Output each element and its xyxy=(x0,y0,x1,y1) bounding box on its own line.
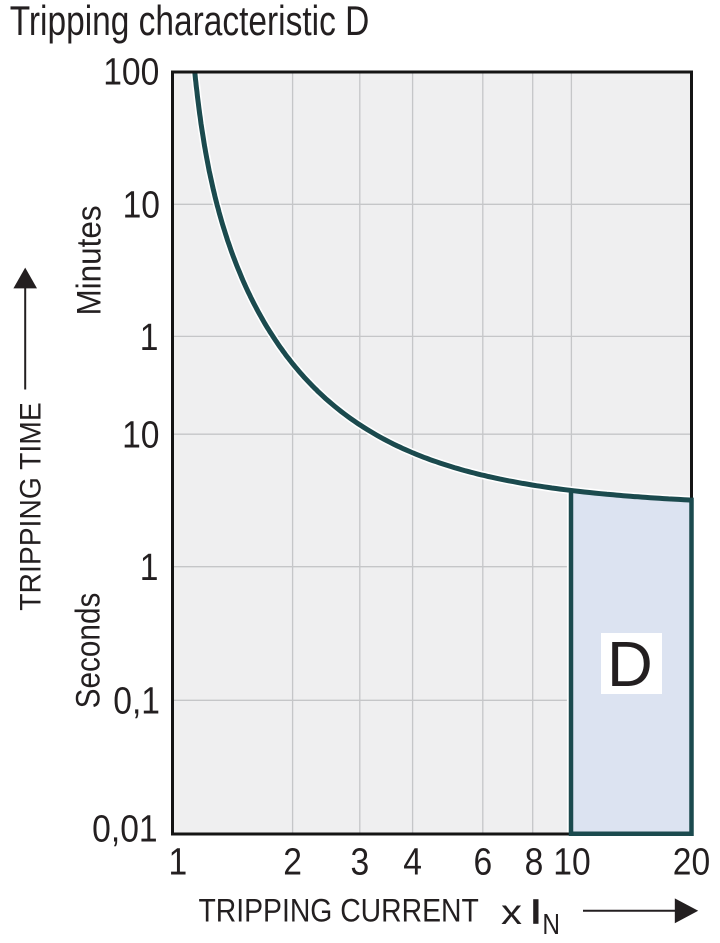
svg-text:TRIPPING CURRENT: TRIPPING CURRENT xyxy=(199,894,479,929)
svg-text:10: 10 xyxy=(123,184,160,226)
svg-text:8: 8 xyxy=(525,841,544,883)
svg-text:0,1: 0,1 xyxy=(113,680,160,722)
svg-text:10: 10 xyxy=(553,841,590,883)
svg-text:6: 6 xyxy=(473,841,492,883)
svg-text:20: 20 xyxy=(673,841,710,883)
svg-text:1: 1 xyxy=(140,316,159,358)
svg-text:3: 3 xyxy=(350,841,369,883)
svg-text:10: 10 xyxy=(122,414,159,456)
svg-text:Seconds: Seconds xyxy=(69,593,107,709)
svg-text:1: 1 xyxy=(168,841,187,883)
svg-text:Tripping characteristic D: Tripping characteristic D xyxy=(10,0,370,45)
svg-text:TRIPPING TIME: TRIPPING TIME xyxy=(15,402,48,610)
svg-text:2: 2 xyxy=(283,841,302,883)
svg-text:Minutes: Minutes xyxy=(70,205,108,315)
svg-text:4: 4 xyxy=(403,841,422,883)
svg-text:N: N xyxy=(542,908,560,940)
svg-text:0,01: 0,01 xyxy=(92,808,157,850)
svg-text:x: x xyxy=(501,893,522,932)
svg-text:D: D xyxy=(607,629,653,700)
svg-text:1: 1 xyxy=(140,546,159,588)
svg-text:100: 100 xyxy=(103,51,159,93)
